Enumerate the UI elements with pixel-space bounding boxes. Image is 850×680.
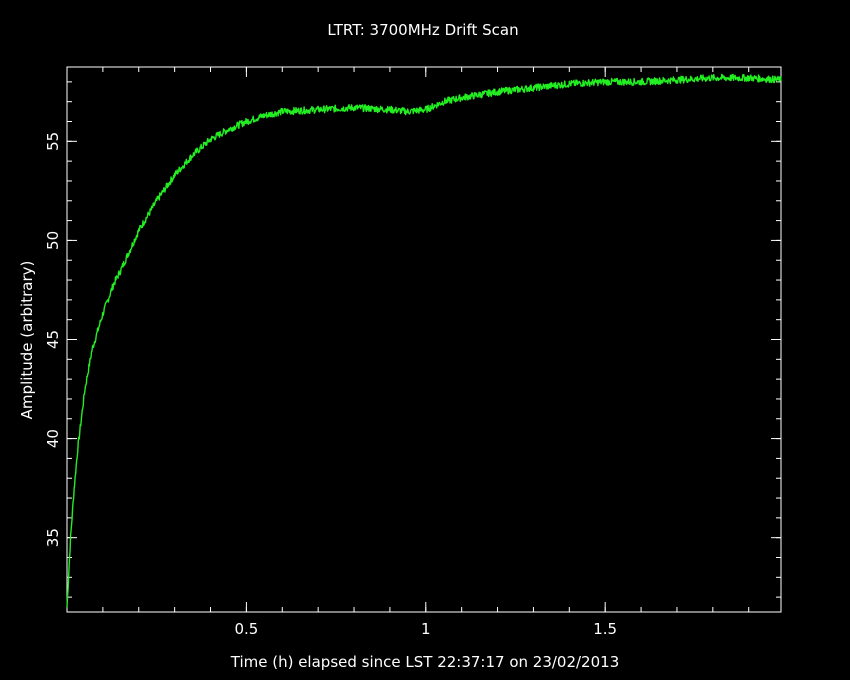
x-tick-label: 1: [421, 620, 431, 638]
tick-labels: 0.5 1 1.5 35 40 45 50 55: [44, 132, 617, 638]
y-tick-label: 50: [44, 231, 62, 250]
y-tick-label: 45: [44, 330, 62, 349]
y-tick-label: 55: [44, 132, 62, 151]
axis-ticks: [67, 67, 781, 612]
chart-title: LTRT: 3700MHz Drift Scan: [327, 21, 518, 39]
plot-frame: [66, 66, 782, 613]
x-tick-label: 1.5: [593, 620, 617, 638]
amplitude-series-line: [66, 73, 782, 608]
y-tick-label: 35: [44, 528, 62, 547]
x-tick-label: 0.5: [234, 620, 258, 638]
y-axis-label: Amplitude (arbitrary): [18, 261, 36, 420]
x-axis-label: Time (h) elapsed since LST 22:37:17 on 2…: [230, 653, 619, 671]
y-tick-label: 40: [44, 429, 62, 448]
